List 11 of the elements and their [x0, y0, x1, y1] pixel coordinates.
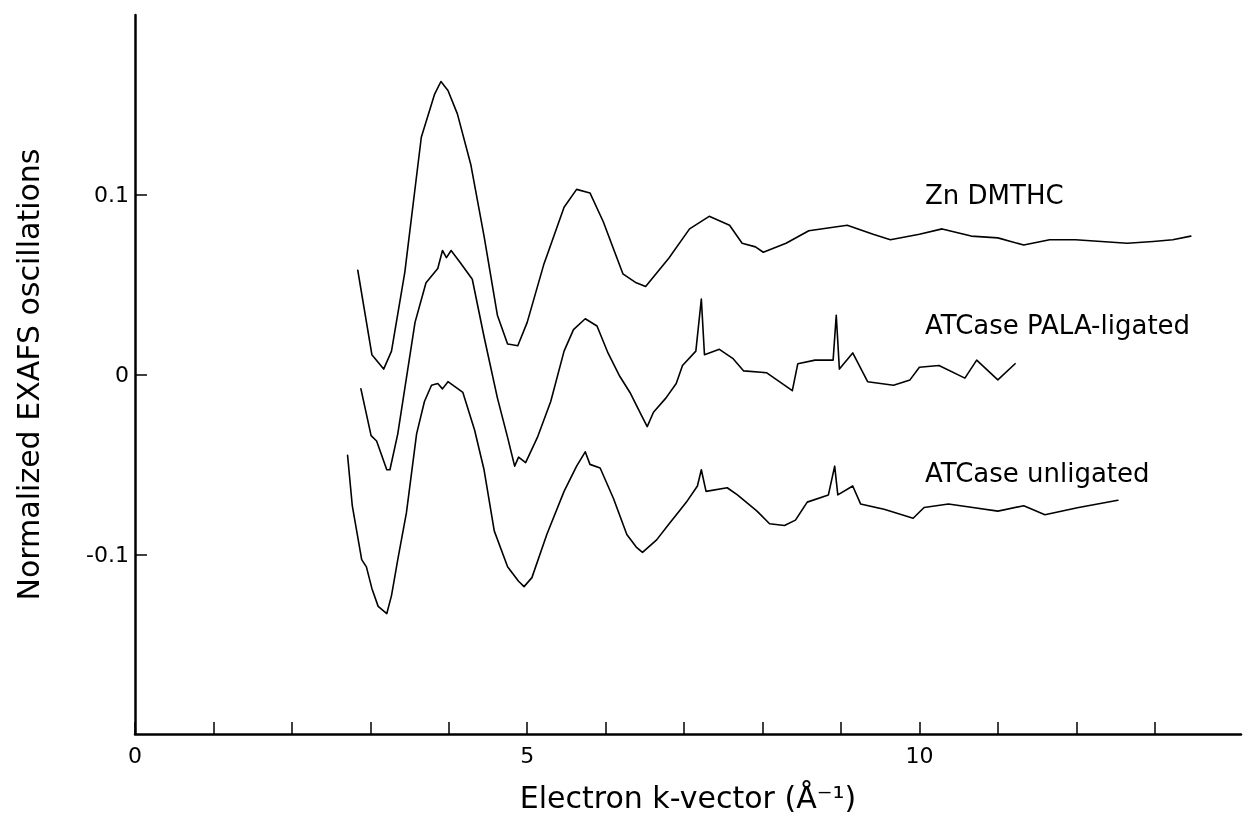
series-label: ATCase PALA-ligated: [925, 310, 1191, 340]
y-tick-label: -0.1: [86, 541, 129, 567]
x-tick-label: 10: [905, 742, 934, 768]
series-label: ATCase unligated: [925, 458, 1150, 488]
x-axis-title: Electron k-vector (Å⁻¹): [519, 779, 857, 815]
x-tick-label: 5: [520, 742, 535, 768]
line-series: [356, 80, 1192, 370]
y-axis-title: Normalized EXAFS oscillations: [10, 148, 46, 601]
y-tick-label: 0.1: [94, 182, 129, 208]
y-tick-label: 0: [115, 362, 129, 387]
series-label: Zn DMTHC: [925, 180, 1064, 210]
